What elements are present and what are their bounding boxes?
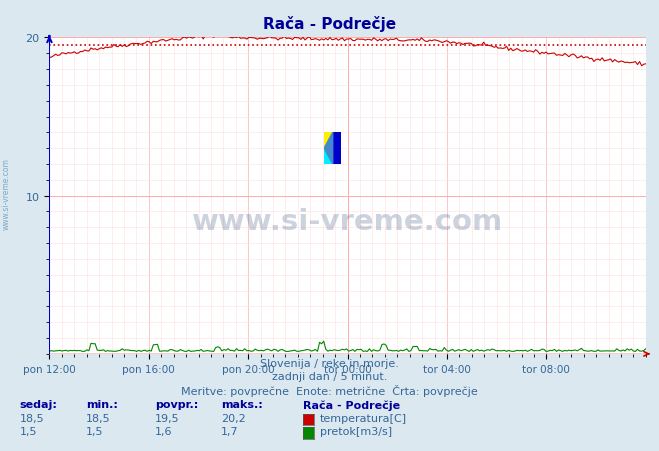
Text: Rača - Podrečje: Rača - Podrečje xyxy=(303,399,400,410)
Polygon shape xyxy=(324,133,333,165)
Text: sedaj:: sedaj: xyxy=(20,399,57,409)
Text: pretok[m3/s]: pretok[m3/s] xyxy=(320,426,391,436)
Text: povpr.:: povpr.: xyxy=(155,399,198,409)
Text: 1,5: 1,5 xyxy=(20,426,38,436)
Text: temperatura[C]: temperatura[C] xyxy=(320,413,407,423)
Text: 1,7: 1,7 xyxy=(221,426,239,436)
Text: www.si-vreme.com: www.si-vreme.com xyxy=(2,158,11,230)
Text: 18,5: 18,5 xyxy=(20,413,44,423)
Text: www.si-vreme.com: www.si-vreme.com xyxy=(192,207,503,235)
Polygon shape xyxy=(333,133,341,165)
Text: 1,5: 1,5 xyxy=(86,426,103,436)
Text: Rača - Podrečje: Rača - Podrečje xyxy=(263,16,396,32)
Text: 20,2: 20,2 xyxy=(221,413,246,423)
Text: min.:: min.: xyxy=(86,399,117,409)
Polygon shape xyxy=(324,133,333,149)
Text: 19,5: 19,5 xyxy=(155,413,179,423)
Text: Slovenija / reke in morje.: Slovenija / reke in morje. xyxy=(260,359,399,368)
Text: zadnji dan / 5 minut.: zadnji dan / 5 minut. xyxy=(272,371,387,381)
Text: 1,6: 1,6 xyxy=(155,426,173,436)
Text: 18,5: 18,5 xyxy=(86,413,110,423)
Text: Meritve: povprečne  Enote: metrične  Črta: povprečje: Meritve: povprečne Enote: metrične Črta:… xyxy=(181,384,478,396)
Text: maks.:: maks.: xyxy=(221,399,262,409)
Polygon shape xyxy=(324,149,333,165)
